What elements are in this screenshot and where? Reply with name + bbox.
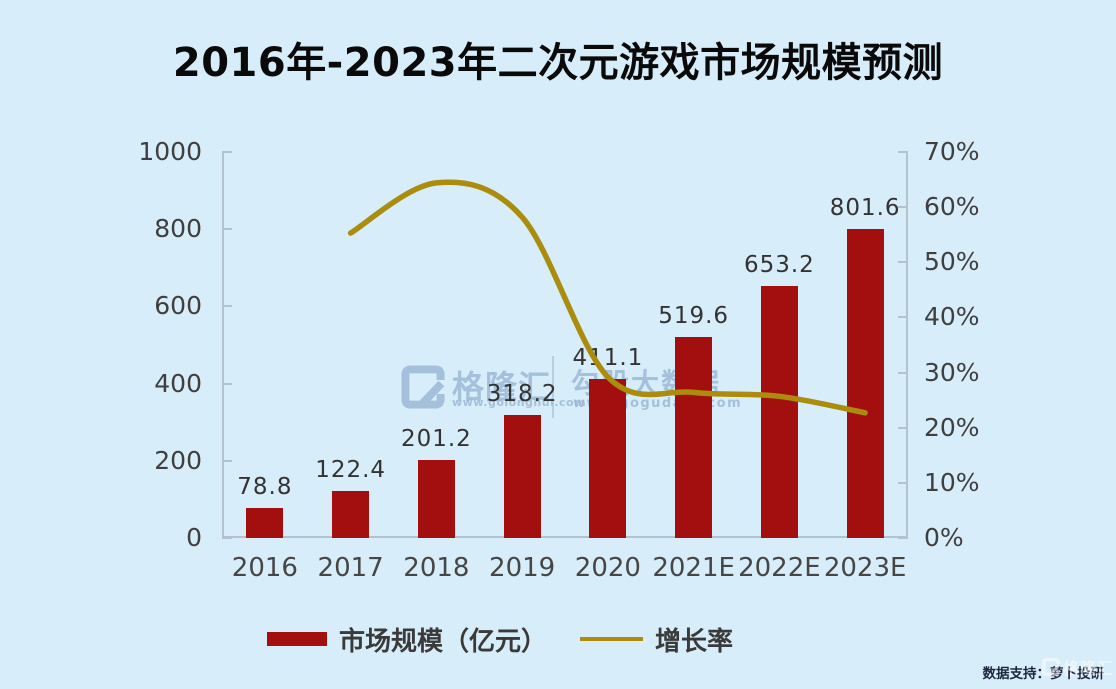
left-axis-tick-label: 400 (154, 368, 202, 398)
right-axis-tick-label: 20% (924, 412, 980, 442)
right-axis-tick-label: 30% (924, 357, 980, 387)
x-axis-category-label: 2022E (738, 553, 821, 583)
x-axis-category-label: 2018 (403, 553, 470, 583)
bar-value-label: 801.6 (829, 194, 901, 221)
bar-2023E (846, 228, 884, 538)
right-axis-tick-mark (898, 151, 908, 153)
corner-brand-text: 格隆汇 (1062, 659, 1114, 678)
watermark-brand: 格隆汇 (452, 368, 552, 406)
right-axis-tick-label: 10% (924, 467, 980, 497)
legend-item-growth-rate: 增长率 (580, 624, 733, 656)
bar-2018 (417, 460, 455, 538)
left-axis-tick-mark (222, 459, 232, 462)
right-axis-tick-mark (898, 371, 908, 374)
right-axis-tick-mark (898, 206, 908, 209)
left-axis-tick-mark (222, 305, 232, 308)
left-axis-tick-mark (222, 537, 232, 539)
legend-label-growth-rate: 增长率 (655, 626, 734, 656)
right-axis-tick-label: 70% (924, 137, 980, 166)
x-axis-category-label: 2019 (489, 553, 556, 583)
right-axis-tick-label: 40% (924, 302, 980, 332)
left-axis-tick-label: 0 (186, 523, 202, 552)
right-axis-tick-mark (898, 316, 908, 319)
x-axis-category-label: 2023E (823, 553, 907, 583)
bar-value-label: 318.2 (486, 381, 558, 408)
right-y-axis-line (906, 152, 908, 538)
bar-value-label: 78.8 (237, 473, 293, 500)
bar-2019 (503, 415, 541, 538)
bar-2021E (675, 337, 713, 538)
right-axis-tick-mark (898, 426, 908, 429)
left-y-axis-line (222, 152, 224, 538)
legend-bar-swatch (267, 632, 327, 646)
left-axis-tick-mark (222, 228, 232, 231)
right-axis-tick-label: 0% (924, 523, 964, 552)
legend-item-market-size: 市场规模（亿元） (267, 624, 547, 656)
bar-value-label: 411.1 (572, 345, 644, 372)
x-axis-category-label: 2016 (231, 553, 298, 583)
x-axis-line (222, 536, 908, 538)
legend-line-swatch (580, 637, 643, 641)
bar-value-label: 519.6 (658, 303, 730, 330)
right-axis-tick-mark (898, 481, 908, 484)
legend-label-market-size: 市场规模（亿元） (339, 626, 548, 656)
bar-2016 (246, 507, 284, 538)
bar-value-label: 201.2 (400, 426, 472, 453)
x-axis-category-label: 2021E (652, 553, 735, 583)
left-axis-tick-label: 600 (154, 291, 202, 321)
growth-rate-line (347, 179, 868, 416)
right-axis-tick-label: 60% (924, 192, 980, 222)
gelonghui-corner-logo-icon (1042, 658, 1060, 676)
gelonghui-logo-watermark-icon (401, 365, 445, 409)
left-axis-tick-mark (222, 151, 232, 153)
chart-title: 2016年-2023年二次元游戏市场规模预测 (172, 40, 944, 86)
left-axis-tick-mark (222, 382, 232, 385)
bar-2022E (760, 285, 798, 538)
x-axis-category-label: 2020 (574, 553, 641, 583)
watermark-divider (552, 356, 554, 418)
bar-value-label: 122.4 (315, 456, 387, 483)
bar-2020 (589, 379, 627, 538)
x-axis-category-label: 2017 (317, 553, 384, 583)
bar-2017 (332, 490, 370, 538)
right-axis-tick-mark (898, 261, 908, 264)
corner-brand-watermark: 格隆汇 (1042, 655, 1114, 679)
right-axis-tick-label: 50% (924, 247, 980, 277)
left-axis-tick-label: 800 (154, 214, 202, 244)
left-axis-tick-label: 1000 (138, 137, 202, 166)
left-axis-tick-label: 200 (154, 445, 202, 475)
bar-value-label: 653.2 (743, 251, 815, 278)
right-axis-tick-mark (898, 537, 908, 539)
